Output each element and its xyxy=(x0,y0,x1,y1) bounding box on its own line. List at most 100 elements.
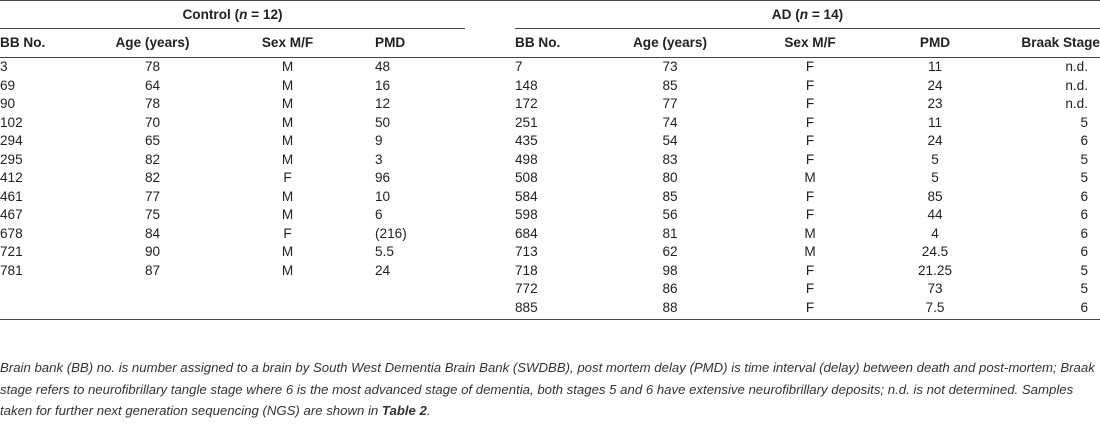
column-header: BB No. xyxy=(515,28,600,58)
group-gap xyxy=(465,298,515,320)
ad-cell: 885 xyxy=(515,298,600,320)
group-gap xyxy=(465,58,515,77)
ad-cell: 5 xyxy=(931,151,939,167)
ad-cell: 73 xyxy=(927,281,943,297)
ad-cell: 11 xyxy=(927,114,943,130)
ad-cell: F xyxy=(805,133,815,149)
ad-cell: F xyxy=(805,207,815,223)
ad-cell: F xyxy=(805,96,815,112)
ad-cell: 56 xyxy=(662,207,678,223)
ad-cell: 5 xyxy=(1080,151,1088,167)
control-cell: 781 xyxy=(0,262,23,278)
table-row: 102 70 M 50 251 74 F 11 5 xyxy=(0,114,1100,133)
ad-cell: 508 xyxy=(515,170,538,186)
ad-cell: 54 xyxy=(662,133,678,149)
group-gap xyxy=(465,262,515,281)
table-row: 295 82 M 3 498 83 F 5 5 xyxy=(0,151,1100,170)
group-gap xyxy=(465,188,515,207)
ad-cell: 498 xyxy=(515,151,538,167)
ad-cell: F xyxy=(740,298,880,320)
control-cell: 65 xyxy=(144,133,161,149)
control-cell: 3 xyxy=(0,59,8,75)
n-symbol: n xyxy=(799,7,809,22)
ad-cell: 80 xyxy=(662,170,678,186)
control-cell: 721 xyxy=(0,244,23,260)
column-header: Age (years) xyxy=(600,28,740,58)
ad-n: (n = 14) xyxy=(795,7,844,22)
ad-cell: n.d. xyxy=(1065,77,1088,93)
control-cell xyxy=(0,298,85,320)
control-cell: F xyxy=(283,225,292,241)
ad-cell: 5 xyxy=(1080,262,1088,278)
group-gap xyxy=(465,243,515,262)
ad-cell: 62 xyxy=(662,244,678,260)
ad-cell: F xyxy=(805,151,815,167)
column-header: Braak Stage xyxy=(990,28,1100,58)
control-cell: 5.5 xyxy=(375,244,394,260)
control-cell: 6 xyxy=(375,207,383,223)
group-gap xyxy=(465,28,515,58)
table-row: 461 77 M 10 584 85 F 85 6 xyxy=(0,188,1100,207)
ad-cell: 24 xyxy=(927,77,943,93)
control-cell: 461 xyxy=(0,188,23,204)
control-cell: 48 xyxy=(375,59,391,75)
ad-cell: 24.5 xyxy=(921,244,949,260)
ad-cell: 6 xyxy=(1080,244,1088,260)
control-cell: 90 xyxy=(144,244,161,260)
control-cell: M xyxy=(281,188,294,204)
ad-label: AD xyxy=(771,7,792,22)
table-row: 3 78 M 48 7 73 F 11 n.d. xyxy=(0,58,1100,77)
control-cell: 96 xyxy=(375,170,391,186)
ad-cell: 21.25 xyxy=(917,262,953,278)
control-cell xyxy=(85,280,220,299)
control-cell: 78 xyxy=(144,59,161,75)
control-cell: 412 xyxy=(0,170,23,186)
control-cell xyxy=(220,280,355,299)
table-body: 3 78 M 48 7 73 F 11 n.d. 69 64 M 16 148 85 F 24 n.d. 90 78 M… xyxy=(0,58,1100,320)
control-group-header: Control (n = 12) xyxy=(0,2,465,29)
table-row: 69 64 M 16 148 85 F 24 n.d. xyxy=(0,77,1100,96)
ad-group-header: AD (n = 14) xyxy=(515,2,1100,29)
column-header: Age (years) xyxy=(85,28,220,58)
control-cell: 82 xyxy=(144,170,161,186)
ad-cell: F xyxy=(805,262,815,278)
control-cell: 70 xyxy=(144,114,161,130)
control-cell: 69 xyxy=(0,77,16,93)
ad-cell: 172 xyxy=(515,96,538,112)
ad-cell: 684 xyxy=(515,225,538,241)
control-cell: M xyxy=(281,114,294,130)
caption-text: Brain bank (BB) no. is number assigned t… xyxy=(0,360,1095,418)
table-row: 467 75 M 6 598 56 F 44 6 xyxy=(0,206,1100,225)
group-gap xyxy=(465,114,515,133)
control-cell: (216) xyxy=(375,225,407,241)
control-cell xyxy=(355,298,465,320)
column-header: Sex M/F xyxy=(740,28,880,58)
control-cell: M xyxy=(281,59,294,75)
table-row: 678 84 F (216) 684 81 M 4 6 xyxy=(0,225,1100,244)
control-cell: 50 xyxy=(375,114,391,130)
ad-cell: 5 xyxy=(1080,170,1088,186)
ad-cell: M xyxy=(804,170,816,186)
ad-cell: 713 xyxy=(515,244,538,260)
control-cell xyxy=(355,280,465,299)
control-cell: 3 xyxy=(375,151,383,167)
group-gap xyxy=(465,77,515,96)
n-symbol: n xyxy=(239,7,248,22)
control-cell: 77 xyxy=(144,188,161,204)
ad-cell: 23 xyxy=(927,96,943,112)
ad-cell: 88 xyxy=(600,298,740,320)
control-cell: 24 xyxy=(375,262,391,278)
group-gap xyxy=(465,206,515,225)
table-row: 885 88 F 7.5 6 xyxy=(0,298,1100,320)
ad-cell: M xyxy=(804,225,816,241)
control-cell: 87 xyxy=(144,262,161,278)
table-row: 781 87 M 24 718 98 F 21.25 5 xyxy=(0,262,1100,281)
ad-cell: 73 xyxy=(662,59,678,75)
control-cell: 64 xyxy=(144,77,161,93)
ad-cell: 251 xyxy=(515,114,538,130)
ad-cell: F xyxy=(805,281,815,297)
ad-cell: 11 xyxy=(927,59,943,75)
ad-cell: 74 xyxy=(662,114,678,130)
ad-cell: F xyxy=(805,114,815,130)
ad-cell: 98 xyxy=(662,262,678,278)
